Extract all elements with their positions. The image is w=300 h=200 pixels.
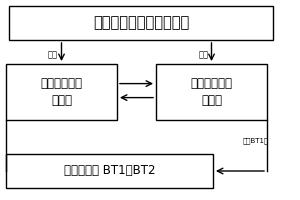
Text: 锂电池充电管
理单元: 锂电池充电管 理单元 (40, 77, 82, 107)
FancyBboxPatch shape (6, 64, 117, 120)
Text: 两组锂电池 BT1、BT2: 两组锂电池 BT1、BT2 (64, 164, 155, 178)
Text: 控制BT1、: 控制BT1、 (243, 138, 269, 144)
Text: 控制: 控制 (47, 50, 58, 60)
FancyBboxPatch shape (6, 154, 213, 188)
Text: 控制: 控制 (199, 50, 209, 60)
FancyBboxPatch shape (156, 64, 267, 120)
Text: 锂电池隔离切
换单元: 锂电池隔离切 换单元 (190, 77, 232, 107)
FancyBboxPatch shape (9, 6, 273, 40)
Text: 电源管理及电压采样单元: 电源管理及电压采样单元 (93, 16, 189, 30)
